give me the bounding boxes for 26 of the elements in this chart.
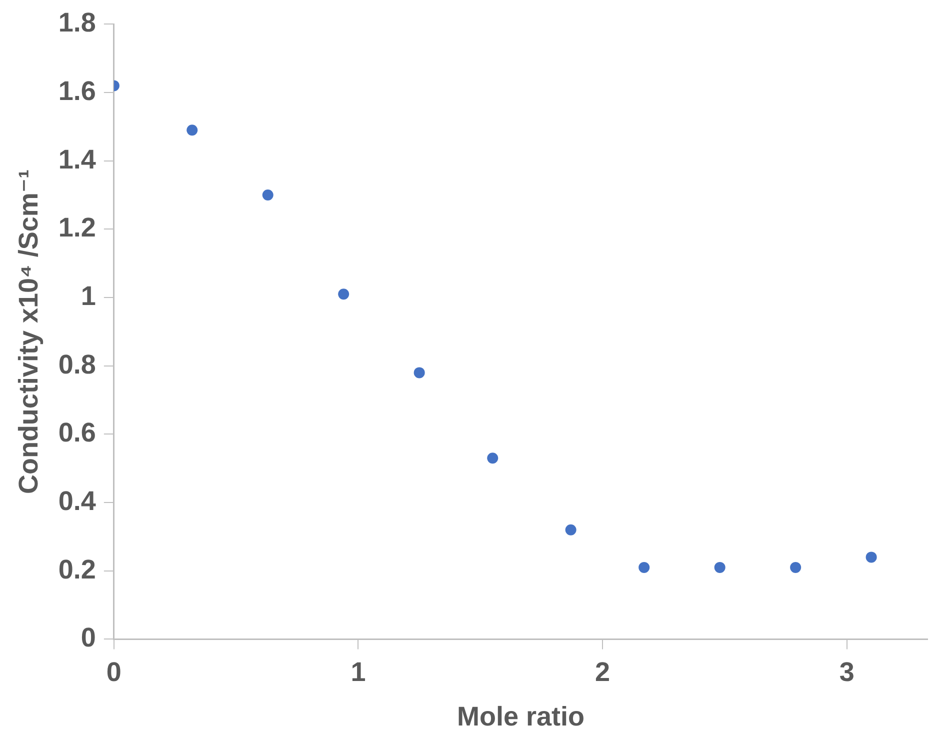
y-axis-title: Conductivity x10⁴ /Scm⁻¹: [14, 169, 44, 494]
y-tick-label: 0.2: [58, 554, 96, 584]
x-tick-label: 3: [839, 656, 854, 687]
x-axis-title: Mole ratio: [456, 701, 584, 732]
point: [186, 124, 198, 136]
y-tick-label: 0.4: [58, 486, 96, 516]
point: [487, 452, 498, 464]
y-tick-label: 1.2: [58, 212, 96, 243]
y-tick-label: 0.6: [58, 418, 96, 448]
y-tick-label: 1: [80, 280, 96, 311]
y-tick-label: 1.8: [58, 8, 96, 38]
y-tick-label: 1.4: [58, 144, 96, 174]
point: [262, 190, 274, 201]
y-tick-label: 0.8: [58, 349, 96, 380]
point: [714, 562, 726, 573]
point: [866, 552, 877, 563]
y-tick-label: 1.6: [58, 76, 96, 106]
x-tick-label: 2: [595, 656, 610, 687]
point: [790, 562, 802, 573]
x-tick-label: 0: [106, 656, 122, 687]
point: [338, 288, 350, 300]
point: [414, 367, 425, 378]
point: [638, 562, 650, 573]
x-tick-label: 1: [350, 656, 366, 687]
y-tick-label: 0: [80, 622, 96, 653]
point: [565, 524, 576, 536]
